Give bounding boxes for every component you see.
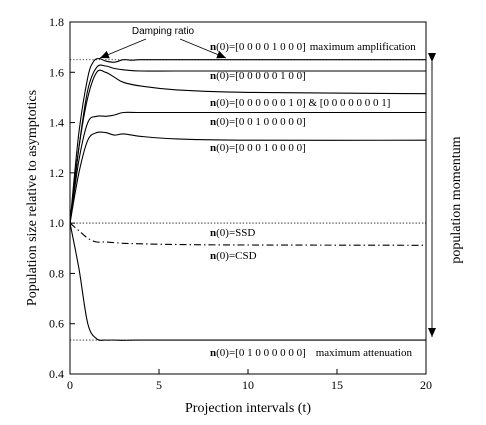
x-tick-label: 10 — [242, 378, 254, 392]
label-prefix: n — [210, 227, 216, 239]
y-tick-label: 1.8 — [49, 15, 64, 29]
x-tick-label: 20 — [420, 378, 432, 392]
label-prefix: n — [210, 70, 216, 82]
label-vector: (0)=[0 0 0 0 0 0 1 0] & [0 0 0 0 0 0 0 1… — [216, 97, 390, 109]
label-max-attenuation: n(0)=[0 1 0 0 0 0 0 0] maximum attenuatio… — [210, 347, 412, 359]
x-axis-label: Projection intervals (t) — [185, 401, 311, 416]
label-series-s6-s7: n(0)=[0 0 0 0 0 0 1 0] & [0 0 0 0 0 0 0 … — [210, 97, 390, 109]
label-note: maximum attenuation — [316, 347, 413, 359]
label-vector: (0)=[0 1 0 0 0 0 0 0] — [216, 347, 306, 359]
series-line-3 — [69, 69, 427, 224]
y-tick-label: 0.8 — [49, 266, 64, 280]
label-prefix: n — [210, 347, 216, 359]
y-tick-label: 0.4 — [49, 367, 64, 381]
series-line-5 — [69, 131, 427, 224]
label-series-s2: n(0)=[0 0 1 0 0 0 0 0] — [210, 116, 306, 128]
axis-ticks: 0 5 10 15 20 0.4 0.6 0.8 1.0 1.2 1.4 1.6 1.8 — [49, 15, 432, 392]
label-prefix: n — [210, 97, 216, 109]
label-max-amplification: n(0)=[0 0 0 0 1 0 0 0] maximum amplificat… — [210, 41, 416, 53]
label-vector: (0)=CSD — [216, 250, 256, 262]
label-prefix: n — [210, 250, 216, 262]
label-vector: (0)=[0 0 1 0 0 0 0 0] — [216, 116, 306, 128]
label-prefix: n — [210, 142, 216, 154]
damping-ratio-label: Damping ratio — [132, 26, 195, 37]
series-line-4 — [69, 111, 426, 224]
label-vector: (0)=SSD — [216, 227, 255, 239]
label-ssd: n(0)=SSD — [210, 227, 255, 239]
y-tick-label: 1.2 — [49, 166, 64, 180]
damping-ratio-arrow-left — [99, 38, 147, 59]
series-group — [69, 57, 427, 341]
label-prefix: n — [210, 116, 216, 128]
series-line-2 — [69, 64, 426, 224]
damping-ratio-arrow-right — [179, 38, 227, 59]
series-line-8 — [69, 222, 426, 341]
label-vector: (0)=[0 0 0 0 1 0 0 0] — [216, 41, 306, 53]
label-series-s5: n(0)=[0 0 0 0 0 1 0 0] — [210, 70, 306, 82]
series-line-7 — [69, 222, 427, 246]
y-tick-label: 1.0 — [49, 216, 64, 230]
y-axis-label: Population size relative to asymptotics — [25, 90, 40, 306]
population-momentum-label: population momentum — [449, 136, 464, 263]
y-tick-label: 1.4 — [49, 116, 64, 130]
label-vector: (0)=[0 0 0 1 0 0 0 0] — [216, 142, 306, 154]
y-tick-label: 1.6 — [49, 65, 64, 79]
label-prefix: n — [210, 41, 216, 53]
x-tick-label: 5 — [156, 378, 162, 392]
y-tick-label: 0.6 — [49, 317, 64, 331]
x-tick-label: 15 — [331, 378, 343, 392]
series-line-1 — [69, 57, 426, 224]
label-series-s3: n(0)=[0 0 0 1 0 0 0 0] — [210, 142, 306, 154]
x-tick-label: 0 — [67, 378, 73, 392]
label-vector: (0)=[0 0 0 0 0 1 0 0] — [216, 70, 306, 82]
label-note: maximum amplification — [310, 41, 417, 53]
label-csd: n(0)=CSD — [210, 250, 257, 262]
